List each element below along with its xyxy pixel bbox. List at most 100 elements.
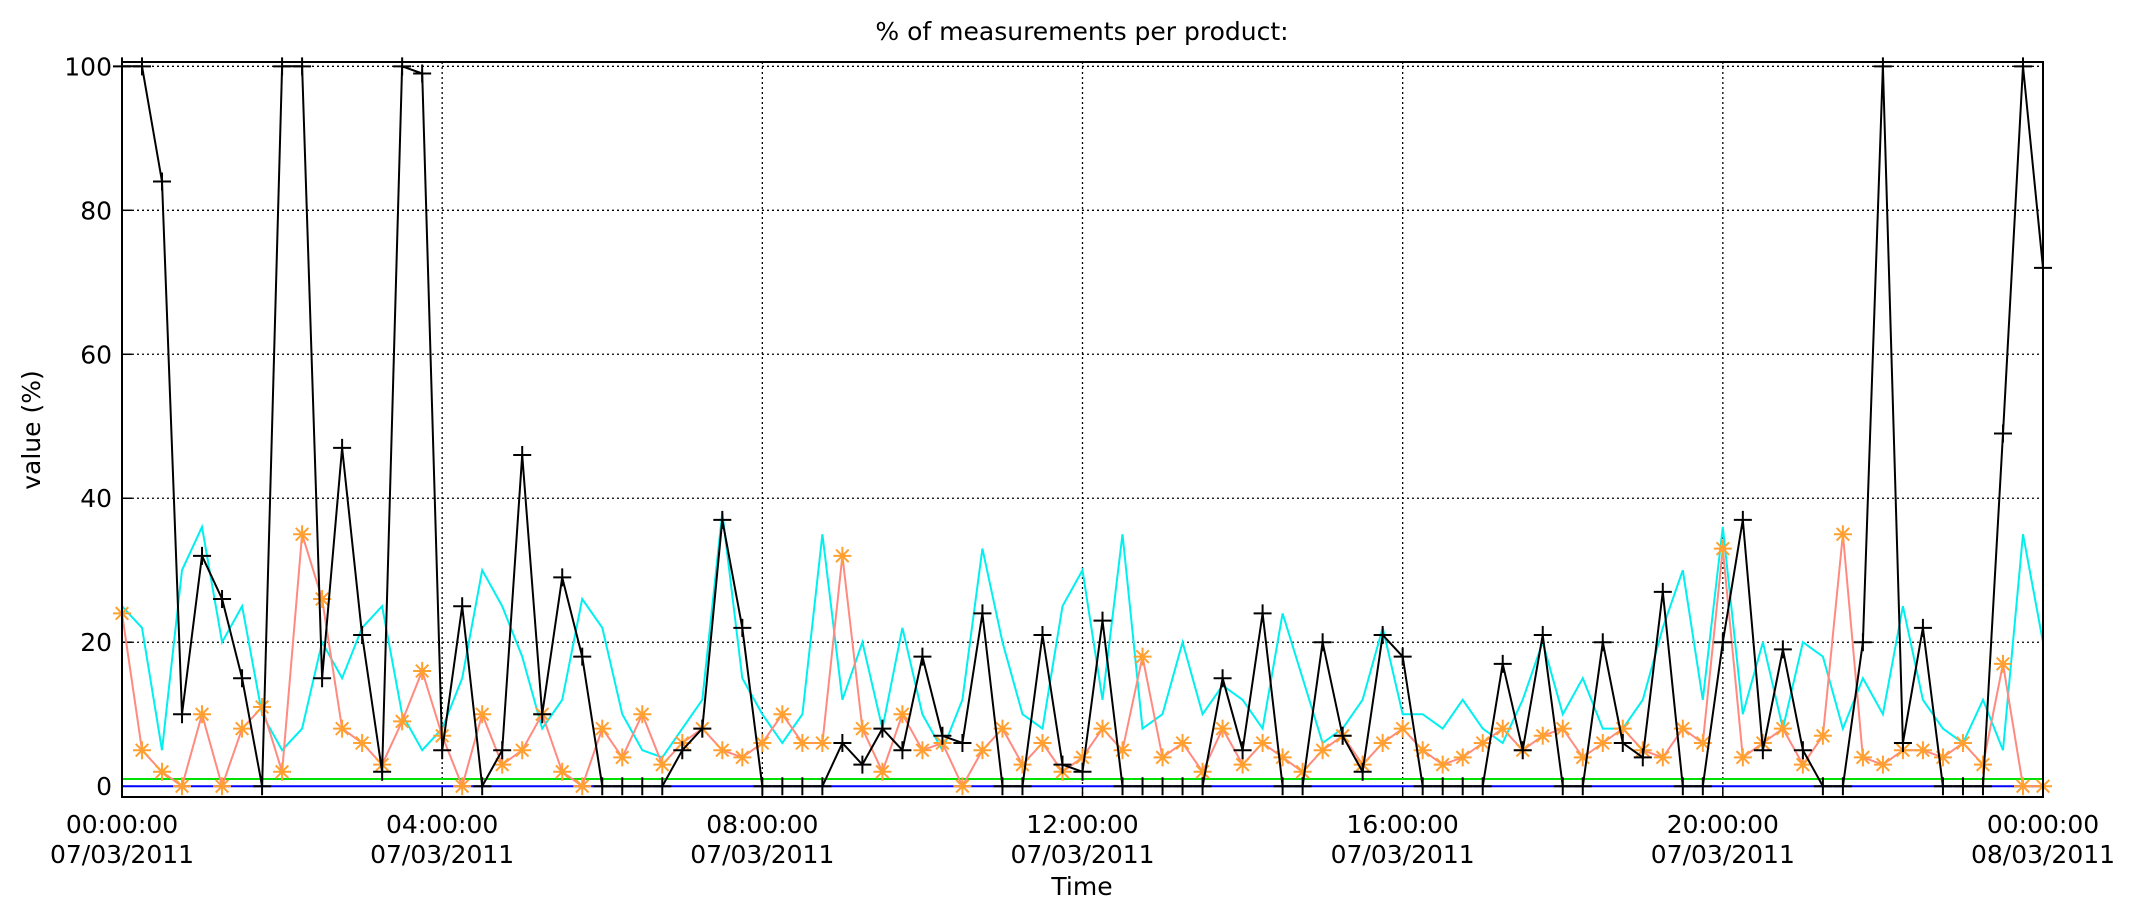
x-axis-label: Time <box>1050 872 1112 901</box>
data-marker <box>1913 741 1932 760</box>
data-marker <box>833 546 852 565</box>
data-marker <box>1693 734 1712 753</box>
data-marker <box>1973 755 1992 774</box>
data-marker <box>473 777 492 796</box>
data-marker <box>293 57 312 76</box>
data-marker <box>1873 57 1892 76</box>
data-marker <box>1293 762 1312 781</box>
data-marker <box>253 777 272 796</box>
data-marker <box>993 777 1012 796</box>
data-marker <box>213 777 232 796</box>
data-marker <box>1393 719 1412 738</box>
x-tick-label: 20:00:00 07/03/2011 <box>1651 810 1795 869</box>
data-marker <box>1233 755 1252 774</box>
data-marker <box>1233 741 1252 760</box>
data-marker <box>293 525 312 544</box>
data-marker <box>813 777 832 796</box>
x-tick-label: 04:00:00 07/03/2011 <box>370 810 514 869</box>
data-marker <box>1113 741 1132 760</box>
data-marker <box>493 755 512 774</box>
data-marker <box>1553 777 1572 796</box>
data-marker <box>1993 424 2012 443</box>
y-tick-label: 40 <box>80 484 112 513</box>
data-marker <box>413 662 432 681</box>
plot-frame <box>121 61 2044 798</box>
data-marker <box>1853 633 1872 652</box>
data-marker <box>1093 611 1112 630</box>
data-marker <box>193 546 212 565</box>
x-tick-label: 16:00:00 07/03/2011 <box>1331 810 1475 869</box>
data-marker <box>713 741 732 760</box>
data-marker <box>1293 777 1312 796</box>
data-marker <box>213 590 232 609</box>
data-marker <box>593 777 612 796</box>
data-marker <box>1853 748 1872 767</box>
x-tick-label: 08:00:00 07/03/2011 <box>690 810 834 869</box>
data-marker <box>1673 777 1692 796</box>
data-marker <box>1193 777 1212 796</box>
data-marker <box>1413 777 1432 796</box>
data-marker <box>1273 777 1292 796</box>
data-marker <box>933 726 952 745</box>
data-marker <box>913 741 932 760</box>
data-marker <box>833 734 852 753</box>
data-marker <box>1813 726 1832 745</box>
data-marker <box>793 777 812 796</box>
data-marker <box>1273 748 1292 767</box>
data-marker <box>133 57 152 76</box>
data-marker <box>1173 734 1192 753</box>
data-marker <box>1053 755 1072 774</box>
data-marker <box>353 626 372 645</box>
data-marker <box>1173 777 1192 796</box>
data-marker <box>993 719 1012 738</box>
data-marker <box>1073 748 1092 767</box>
data-marker <box>953 777 972 796</box>
data-marker <box>573 647 592 666</box>
data-marker <box>1953 777 1972 796</box>
data-marker <box>1773 640 1792 659</box>
data-marker <box>273 57 292 76</box>
data-marker <box>1793 755 1812 774</box>
data-marker <box>253 698 272 717</box>
data-marker <box>653 777 672 796</box>
data-marker <box>413 64 432 83</box>
data-marker <box>853 719 872 738</box>
data-marker <box>793 734 812 753</box>
data-marker <box>953 734 972 753</box>
data-marker <box>1113 777 1132 796</box>
data-marker <box>1213 719 1232 738</box>
data-marker <box>1153 777 1172 796</box>
data-marker <box>1093 719 1112 738</box>
data-marker <box>1933 777 1952 796</box>
data-marker <box>453 597 472 616</box>
chart-title: % of measurements per product: <box>875 17 1288 46</box>
data-marker <box>1933 748 1952 767</box>
data-marker <box>1633 748 1652 767</box>
data-marker <box>593 719 612 738</box>
data-marker <box>173 777 192 796</box>
data-marker <box>553 762 572 781</box>
data-marker <box>753 777 772 796</box>
data-marker <box>1713 539 1732 558</box>
data-marker <box>813 734 832 753</box>
data-marker <box>233 719 252 738</box>
data-marker <box>513 446 532 465</box>
data-marker <box>973 741 992 760</box>
data-marker <box>553 568 572 587</box>
data-marker <box>1593 633 1612 652</box>
y-tick-label: 0 <box>96 772 112 801</box>
data-marker <box>773 705 792 724</box>
data-marker <box>1333 726 1352 745</box>
data-marker <box>1133 647 1152 666</box>
y-tick-label: 20 <box>80 628 112 657</box>
data-marker <box>633 777 652 796</box>
data-marker <box>1373 626 1392 645</box>
data-marker <box>1353 762 1372 781</box>
data-marker <box>333 438 352 457</box>
data-marker <box>1453 777 1472 796</box>
data-marker <box>233 669 252 688</box>
data-marker <box>1153 748 1172 767</box>
x-tick-label: 00:00:00 07/03/2011 <box>50 810 194 869</box>
data-marker <box>1433 755 1452 774</box>
